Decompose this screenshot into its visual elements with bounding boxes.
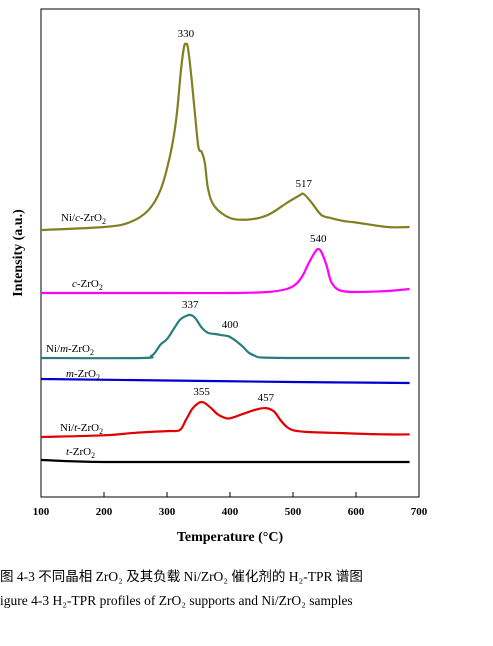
y-axis-label: Intensity (a.u.) (11, 209, 26, 297)
x-tick-label-100: 100 (33, 506, 50, 518)
figure-caption-english: igure 4-3 H₂-TPR profiles of ZrO₂ suppor… (0, 593, 353, 608)
peak-label-c-zro2-540: 540 (310, 233, 327, 245)
peak-label-ni-c-zro2-330: 330 (178, 28, 195, 40)
curves-layer (40, 42, 410, 464)
series-label-ni-c-zro2: Ni/c-ZrO2 (61, 212, 106, 226)
figure-caption-chinese: 图 4-3 不同晶相 ZrO₂ 及其负载 Ni/ZrO₂ 催化剂的 H₂-TPR… (0, 569, 363, 584)
peak-label-ni-c-zro2-517: 517 (295, 178, 312, 190)
series-label-ni-m-zro2: Ni/m-ZrO2 (46, 343, 94, 357)
peak-label-ni-m-zro2-400: 400 (222, 319, 239, 331)
curve-ni-c-zro2 (40, 42, 410, 232)
series-label-c-zro2: c-ZrO2 (72, 278, 103, 292)
x-axis-label: Temperature (°C) (177, 530, 284, 545)
peak-label-ni-t-zro2-355: 355 (193, 386, 210, 398)
peak-label-ni-m-zro2-337: 337 (182, 299, 199, 311)
x-tick-label-600: 600 (348, 506, 365, 518)
x-tick-label-700: 700 (411, 506, 428, 518)
x-axis-ticks: 100 200 300 400 500 600 700 (33, 492, 428, 518)
series-label-t-zro2: t-ZrO2 (66, 446, 95, 460)
series-label-ni-t-zro2: Ni/t-ZrO2 (60, 422, 103, 436)
x-tick-label-400: 400 (222, 506, 239, 518)
labels-layer: Ni/c-ZrO2 330 517 c-ZrO2 540 Ni/m-ZrO2 337 400 m… (46, 28, 327, 460)
curve-t-zro2 (40, 458, 410, 464)
x-tick-label-200: 200 (96, 506, 113, 518)
curve-m-zro2 (40, 377, 410, 385)
x-tick-label-300: 300 (159, 506, 176, 518)
curve-c-zro2 (40, 247, 410, 295)
peak-label-ni-t-zro2-457: 457 (258, 392, 275, 404)
x-tick-label-500: 500 (285, 506, 302, 518)
curve-ni-m-zro2 (40, 313, 410, 360)
curve-ni-t-zro2 (40, 400, 410, 439)
series-label-m-zro2: m-ZrO2 (66, 368, 100, 382)
